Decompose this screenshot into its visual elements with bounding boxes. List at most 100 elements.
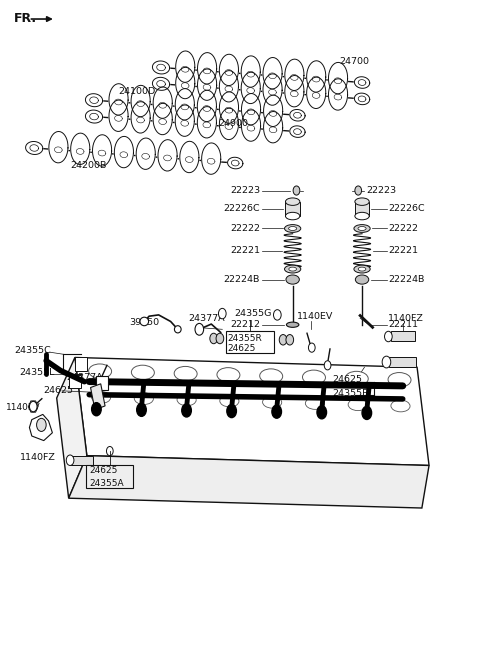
Ellipse shape: [354, 265, 370, 273]
Polygon shape: [219, 71, 239, 102]
Polygon shape: [241, 56, 260, 87]
Polygon shape: [28, 401, 38, 412]
Polygon shape: [114, 136, 133, 168]
Polygon shape: [197, 52, 216, 84]
Polygon shape: [290, 110, 305, 121]
Ellipse shape: [92, 392, 110, 403]
Ellipse shape: [220, 395, 239, 407]
Text: 22224B: 22224B: [388, 275, 425, 284]
Polygon shape: [285, 59, 304, 91]
Polygon shape: [131, 85, 150, 117]
Text: 24355L: 24355L: [19, 368, 54, 377]
Ellipse shape: [358, 226, 366, 230]
Bar: [96, 376, 108, 390]
Polygon shape: [263, 74, 282, 105]
Text: 22224B: 22224B: [224, 275, 260, 284]
Polygon shape: [354, 93, 370, 105]
Ellipse shape: [174, 367, 197, 381]
Ellipse shape: [305, 398, 324, 409]
Polygon shape: [175, 89, 194, 120]
Text: 22223: 22223: [230, 186, 260, 195]
Polygon shape: [71, 133, 90, 165]
Circle shape: [286, 335, 294, 345]
Bar: [70, 456, 93, 466]
Polygon shape: [307, 61, 326, 92]
Ellipse shape: [217, 367, 240, 382]
Polygon shape: [85, 94, 103, 107]
Text: 24355C: 24355C: [14, 346, 51, 356]
Circle shape: [182, 404, 192, 417]
Text: 24700: 24700: [339, 56, 370, 66]
Ellipse shape: [355, 275, 369, 284]
Ellipse shape: [286, 198, 300, 205]
Circle shape: [195, 323, 204, 335]
Text: 24625: 24625: [43, 386, 73, 396]
Ellipse shape: [354, 224, 370, 232]
Bar: [91, 384, 105, 409]
Ellipse shape: [174, 326, 181, 333]
Text: 22226C: 22226C: [388, 205, 425, 213]
Circle shape: [227, 405, 237, 418]
Ellipse shape: [388, 373, 411, 387]
Text: 24355R: 24355R: [228, 334, 262, 343]
Circle shape: [293, 186, 300, 195]
Polygon shape: [153, 77, 169, 91]
Bar: [69, 375, 81, 388]
Text: 24625: 24625: [228, 344, 256, 353]
Polygon shape: [228, 157, 243, 169]
Polygon shape: [93, 134, 112, 166]
Bar: [226, 331, 274, 353]
Polygon shape: [69, 456, 429, 508]
Text: 22212: 22212: [230, 320, 260, 329]
Circle shape: [36, 419, 46, 432]
Text: 24625: 24625: [89, 466, 118, 475]
Circle shape: [218, 308, 226, 319]
Ellipse shape: [289, 267, 297, 271]
Polygon shape: [25, 142, 43, 154]
Text: 39650: 39650: [129, 318, 159, 327]
Bar: [86, 466, 133, 488]
Bar: [391, 331, 415, 341]
Polygon shape: [176, 51, 195, 82]
Text: 22221: 22221: [230, 246, 260, 255]
Polygon shape: [57, 358, 87, 498]
Polygon shape: [264, 112, 283, 143]
Text: 22222: 22222: [230, 224, 260, 233]
Circle shape: [317, 406, 326, 419]
Ellipse shape: [260, 369, 283, 383]
Polygon shape: [85, 110, 103, 123]
Ellipse shape: [132, 365, 155, 380]
Text: 24355B: 24355B: [332, 389, 368, 398]
Text: 24200B: 24200B: [70, 161, 107, 170]
Text: 22221: 22221: [388, 246, 419, 255]
Circle shape: [216, 333, 224, 344]
Polygon shape: [109, 84, 128, 115]
Polygon shape: [219, 108, 239, 140]
Text: 24355A: 24355A: [89, 480, 124, 488]
Polygon shape: [285, 75, 304, 107]
Circle shape: [309, 343, 315, 352]
Ellipse shape: [358, 267, 366, 271]
Circle shape: [362, 406, 372, 419]
Ellipse shape: [286, 213, 300, 220]
Ellipse shape: [285, 265, 301, 273]
Text: 22222: 22222: [388, 224, 419, 233]
Text: 24100D: 24100D: [118, 87, 155, 96]
Text: 22223: 22223: [366, 186, 396, 195]
Polygon shape: [175, 105, 194, 136]
Bar: [389, 358, 416, 367]
Ellipse shape: [89, 364, 111, 379]
Polygon shape: [241, 110, 261, 141]
Circle shape: [29, 401, 37, 412]
Polygon shape: [264, 95, 283, 127]
Ellipse shape: [355, 198, 369, 205]
Circle shape: [384, 331, 392, 342]
Polygon shape: [153, 61, 169, 74]
Circle shape: [272, 405, 281, 419]
Polygon shape: [49, 131, 68, 163]
Ellipse shape: [288, 226, 297, 230]
Circle shape: [274, 310, 281, 320]
Polygon shape: [109, 100, 128, 131]
Text: 24377A: 24377A: [67, 373, 103, 382]
Polygon shape: [263, 58, 282, 89]
